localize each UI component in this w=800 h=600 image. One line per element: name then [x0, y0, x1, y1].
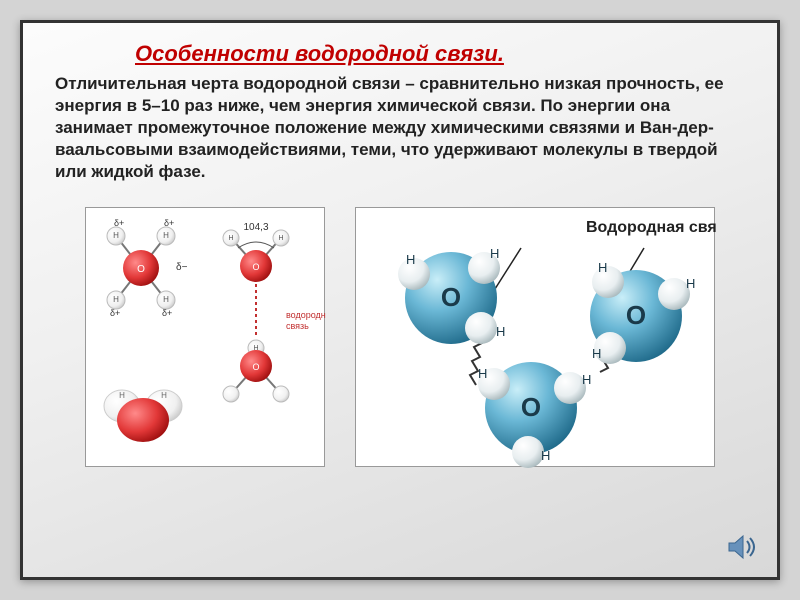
svg-text:O: O: [137, 264, 145, 275]
body-text: Отличительная черта водородной связи – с…: [55, 73, 745, 183]
svg-text:H: H: [161, 391, 167, 400]
svg-text:H: H: [541, 448, 550, 463]
svg-text:H: H: [163, 231, 169, 240]
svg-text:O: O: [441, 282, 461, 312]
svg-text:H: H: [478, 366, 487, 381]
svg-text:δ+: δ+: [164, 218, 174, 228]
svg-text:O: O: [252, 362, 259, 372]
svg-text:O: O: [252, 262, 259, 272]
svg-text:H: H: [582, 372, 591, 387]
svg-text:H: H: [228, 235, 233, 242]
svg-text:δ−: δ−: [176, 262, 188, 273]
angle-label: 104,3: [243, 222, 268, 233]
svg-text:H: H: [496, 324, 505, 339]
figures-row: δ+ δ+ δ+ δ+ δ− H H H H O 104,3: [55, 207, 745, 467]
hbond-caption: водородная: [286, 310, 326, 320]
svg-text:δ+: δ+: [162, 308, 172, 318]
svg-text:H: H: [253, 345, 258, 352]
figure-left: δ+ δ+ δ+ δ+ δ− H H H H O 104,3: [85, 207, 325, 467]
svg-text:H: H: [113, 231, 119, 240]
svg-text:H: H: [592, 346, 601, 361]
figure-right-title: Водородная связь: [586, 219, 716, 236]
svg-text:O: O: [626, 300, 646, 330]
slide-title: Особенности водородной связи.: [135, 41, 745, 67]
svg-text:связь: связь: [286, 321, 309, 331]
speaker-icon: [725, 531, 757, 563]
svg-text:H: H: [686, 276, 695, 291]
slide: Особенности водородной связи. Отличитель…: [20, 20, 780, 580]
svg-text:H: H: [406, 252, 415, 267]
svg-text:H: H: [113, 295, 119, 304]
figure-right: Водородная связь O H H H: [355, 207, 715, 467]
svg-text:H: H: [598, 260, 607, 275]
svg-text:H: H: [163, 295, 169, 304]
svg-text:H: H: [490, 246, 499, 261]
svg-text:δ+: δ+: [110, 308, 120, 318]
svg-text:δ+: δ+: [114, 218, 124, 228]
svg-text:H: H: [278, 235, 283, 242]
svg-text:H: H: [119, 391, 125, 400]
svg-text:O: O: [521, 392, 541, 422]
